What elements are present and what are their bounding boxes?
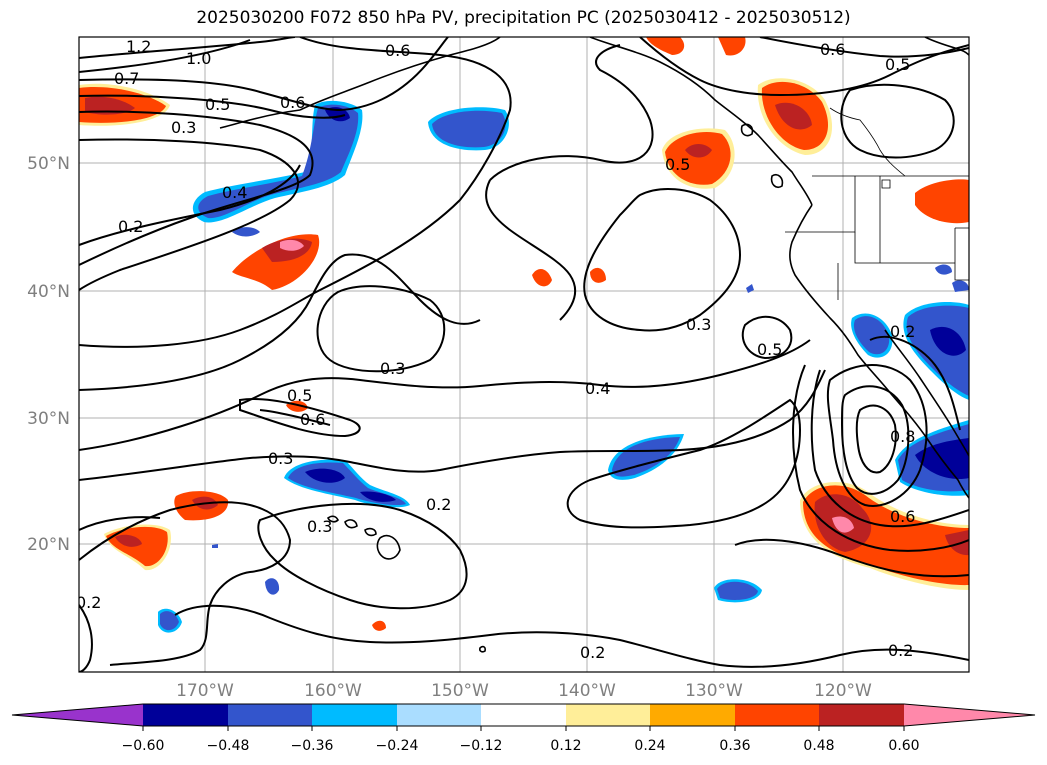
contour-label: 1.2	[126, 37, 151, 56]
colorbar-swatch	[397, 704, 481, 726]
contour-label: 0.2	[580, 643, 605, 662]
lon-tick-label: 130°W	[685, 681, 743, 701]
coastlines	[219, 37, 969, 653]
colorbar-swatch	[819, 704, 904, 726]
contour-label: 0.5	[287, 386, 312, 405]
contour-label: 0.3	[380, 359, 405, 378]
map-frame	[78, 36, 970, 673]
contour-labels: 1.2 1.0 0.7 0.5 0.3 0.6 0.4 0.2 0.5 0.6 …	[76, 37, 915, 662]
lon-tick-label: 160°W	[304, 681, 362, 701]
colorbar-tick-label: 0.12	[550, 738, 581, 754]
colorbar-tick-label: −0.48	[207, 738, 250, 754]
lat-tick-label: 20°N	[27, 535, 70, 555]
lon-tick-label: 120°W	[814, 681, 872, 701]
longitude-labels: 170°W 160°W 150°W 140°W 130°W 120°W	[176, 681, 872, 701]
colorbar-swatch	[312, 704, 397, 726]
figure-title: 2025030200 F072 850 hPa PV, precipitatio…	[196, 8, 851, 28]
contour-label: 0.3	[307, 517, 332, 536]
contour-label: 0.6	[890, 507, 915, 526]
contour-label: 0.4	[222, 183, 247, 202]
contour-label: 0.7	[114, 69, 139, 88]
contour-label: 0.3	[686, 315, 711, 334]
colorbar-tick-label: 0.36	[719, 738, 750, 754]
borders	[785, 107, 969, 300]
lat-tick-label: 30°N	[27, 409, 70, 429]
colorbar-tick-label: −0.24	[376, 738, 419, 754]
contour-label: 0.6	[820, 40, 845, 59]
contour-label: 0.2	[888, 641, 913, 660]
colorbar-extend-right	[904, 704, 1035, 726]
colorbar: −0.60 −0.48 −0.36 −0.24 −0.12 0.12 0.24 …	[11, 703, 1036, 754]
lon-tick-label: 140°W	[558, 681, 616, 701]
colorbar-tick-labels: −0.60 −0.48 −0.36 −0.24 −0.12 0.12 0.24 …	[122, 738, 920, 754]
colorbar-tick-label: 0.60	[888, 738, 919, 754]
colorbar-tick-label: −0.60	[122, 738, 165, 754]
colorbar-swatch	[566, 704, 650, 726]
contour-label: 0.5	[757, 340, 782, 359]
colorbar-swatch	[228, 704, 312, 726]
colorbar-ticks	[142, 726, 905, 731]
colorbar-tick-label: 0.48	[803, 738, 834, 754]
contour-label: 0.6	[300, 410, 325, 429]
colorbar-tick-label: 0.24	[634, 738, 665, 754]
contour-label: 0.3	[268, 449, 293, 468]
contour-label: 0.6	[280, 93, 305, 112]
map-area	[79, 37, 969, 672]
lon-tick-label: 170°W	[176, 681, 234, 701]
colorbar-swatch	[735, 704, 819, 726]
lat-tick-label: 40°N	[27, 282, 70, 302]
contour-label: 0.2	[118, 217, 143, 236]
contour-label: 0.5	[205, 95, 230, 114]
contour-label: 0.2	[890, 322, 915, 341]
latitude-labels: 50°N 40°N 30°N 20°N	[27, 154, 70, 555]
colorbar-swatch	[143, 704, 228, 726]
lat-tick-label: 50°N	[27, 154, 70, 174]
contour-label: 0.4	[585, 379, 610, 398]
contour-label: 0.8	[890, 427, 915, 446]
contour-label: 0.2	[76, 593, 101, 612]
colorbar-tick-label: −0.12	[460, 738, 503, 754]
colorbar-extend-left	[12, 704, 143, 726]
contour-label: 1.0	[186, 49, 211, 68]
pv-contours	[79, 37, 969, 672]
colorbar-swatch	[650, 704, 735, 726]
contour-label: 0.5	[885, 55, 910, 74]
contour-label: 0.2	[426, 495, 451, 514]
contour-label: 0.6	[385, 41, 410, 60]
colorbar-swatch	[481, 704, 566, 726]
contour-label: 0.5	[665, 155, 690, 174]
lon-tick-label: 150°W	[431, 681, 489, 701]
colorbar-tick-label: −0.36	[291, 738, 334, 754]
contour-label: 0.3	[171, 118, 196, 137]
